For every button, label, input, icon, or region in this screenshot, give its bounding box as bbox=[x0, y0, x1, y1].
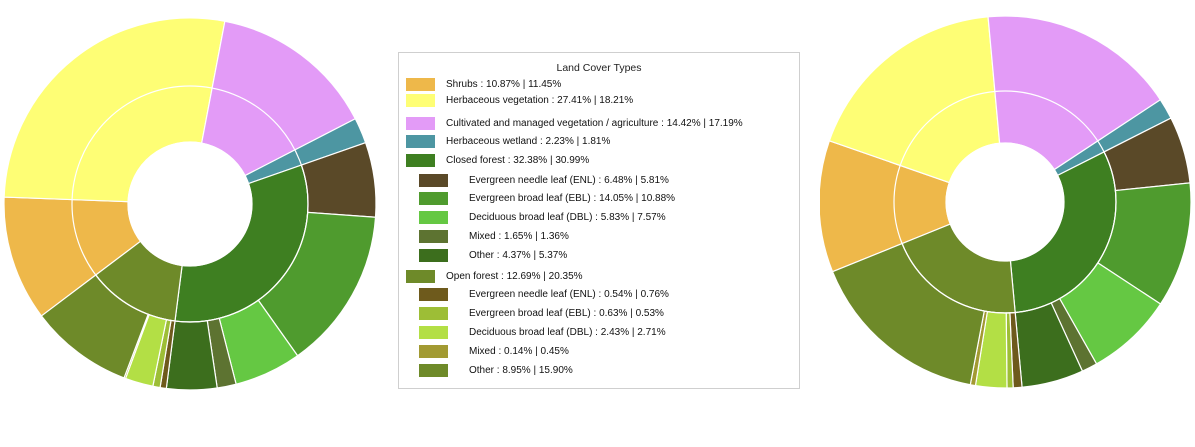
legend-label: Mixed : 0.14% | 0.45% bbox=[469, 345, 569, 357]
legend-label: Cultivated and managed vegetation / agri… bbox=[446, 117, 743, 129]
legend-item: Herbaceous wetland : 2.23% | 1.81% bbox=[406, 133, 610, 149]
legend-label: Deciduous broad leaf (DBL) : 5.83% | 7.5… bbox=[469, 211, 666, 223]
center-hole bbox=[127, 141, 253, 267]
legend: Land Cover Types Shrubs : 10.87% | 11.45… bbox=[398, 52, 800, 389]
legend-item: Evergreen needle leaf (ENL) : 6.48% | 5.… bbox=[419, 172, 669, 188]
legend-label: Evergreen broad leaf (EBL) : 0.63% | 0.5… bbox=[469, 307, 664, 319]
legend-item: Shrubs : 10.87% | 11.45% bbox=[406, 76, 561, 92]
ring-separator bbox=[893, 90, 1117, 314]
legend-item: Closed forest : 32.38% | 30.99% bbox=[406, 152, 589, 168]
legend-item: Evergreen needle leaf (ENL) : 0.54% | 0.… bbox=[419, 286, 669, 302]
legend-swatch bbox=[419, 287, 448, 301]
legend-item: Evergreen broad leaf (EBL) : 14.05% | 10… bbox=[419, 190, 675, 206]
legend-item: Other : 4.37% | 5.37% bbox=[419, 247, 567, 263]
legend-label: Evergreen broad leaf (EBL) : 14.05% | 10… bbox=[469, 192, 676, 204]
legend-swatch bbox=[406, 269, 435, 283]
legend-swatch bbox=[406, 77, 435, 91]
legend-swatch bbox=[419, 173, 448, 187]
legend-item: Mixed : 1.65% | 1.36% bbox=[419, 228, 569, 244]
legend-title: Land Cover Types bbox=[556, 62, 642, 74]
legend-label: Shrubs : 10.87% | 11.45% bbox=[446, 78, 562, 90]
legend-swatch bbox=[419, 325, 448, 339]
legend-item: Mixed : 0.14% | 0.45% bbox=[419, 343, 569, 359]
sunburst-chart-left bbox=[3, 17, 377, 391]
legend-swatch bbox=[419, 191, 448, 205]
legend-label: Open forest : 12.69% | 20.35% bbox=[446, 270, 583, 282]
legend-swatch bbox=[406, 134, 435, 148]
legend-swatch bbox=[419, 210, 448, 224]
legend-label: Herbaceous wetland : 2.23% | 1.81% bbox=[446, 135, 611, 147]
legend-label: Closed forest : 32.38% | 30.99% bbox=[446, 154, 590, 166]
legend-item: Cultivated and managed vegetation / agri… bbox=[406, 115, 743, 131]
legend-label: Herbaceous vegetation : 27.41% | 18.21% bbox=[446, 94, 634, 106]
legend-label: Mixed : 1.65% | 1.36% bbox=[469, 230, 569, 242]
legend-item: Herbaceous vegetation : 27.41% | 18.21% bbox=[406, 92, 633, 108]
legend-label: Evergreen needle leaf (ENL) : 0.54% | 0.… bbox=[469, 288, 669, 300]
legend-swatch bbox=[419, 363, 448, 377]
legend-swatch bbox=[419, 248, 448, 262]
legend-swatch bbox=[406, 153, 435, 167]
legend-label: Other : 8.95% | 15.90% bbox=[469, 364, 573, 376]
legend-swatch bbox=[419, 306, 448, 320]
center-hole bbox=[945, 142, 1065, 262]
legend-swatch bbox=[419, 229, 448, 243]
ring-separator bbox=[71, 85, 309, 323]
legend-item: Evergreen broad leaf (EBL) : 0.63% | 0.5… bbox=[419, 305, 664, 321]
legend-item: Deciduous broad leaf (DBL) : 5.83% | 7.5… bbox=[419, 209, 666, 225]
legend-item: Open forest : 12.69% | 20.35% bbox=[406, 268, 583, 284]
legend-swatch bbox=[406, 116, 435, 130]
legend-swatch bbox=[419, 344, 448, 358]
legend-label: Evergreen needle leaf (ENL) : 6.48% | 5.… bbox=[469, 174, 669, 186]
legend-label: Deciduous broad leaf (DBL) : 2.43% | 2.7… bbox=[469, 326, 666, 338]
legend-item: Deciduous broad leaf (DBL) : 2.43% | 2.7… bbox=[419, 324, 666, 340]
legend-label: Other : 4.37% | 5.37% bbox=[469, 249, 568, 261]
sunburst-chart-right bbox=[820, 15, 1192, 389]
legend-swatch bbox=[406, 93, 435, 107]
legend-item: Other : 8.95% | 15.90% bbox=[419, 362, 573, 378]
